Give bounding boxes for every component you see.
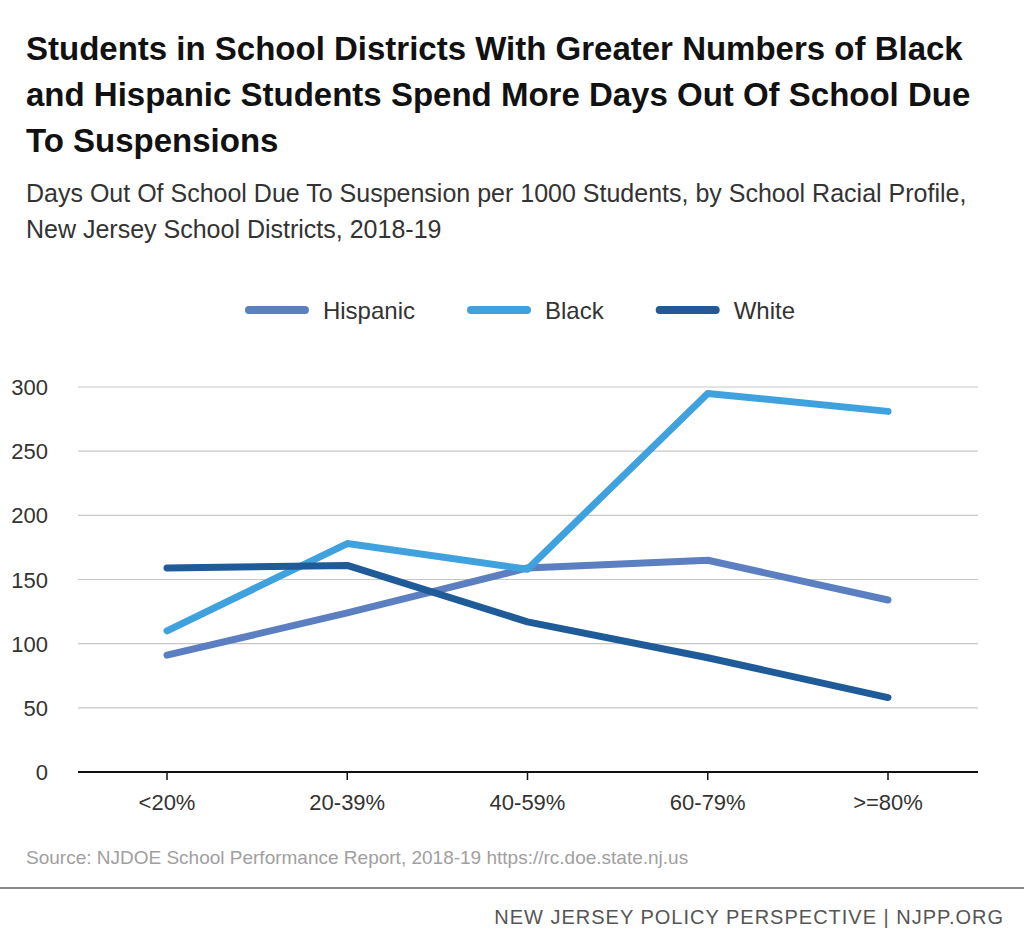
x-tick [707, 772, 709, 780]
legend-label: Hispanic [323, 297, 415, 324]
footer-rule [0, 887, 1024, 889]
subtitle-line: Days Out Of School Due To Suspension per… [26, 179, 966, 207]
legend-swatch [249, 306, 305, 314]
legend-swatch [660, 306, 716, 314]
y-tick-label: 300 [11, 375, 48, 400]
x-tick-label: <20% [139, 790, 196, 815]
x-tick [527, 772, 529, 780]
title-line: Students in School Districts With Greate… [26, 30, 963, 67]
series-line [167, 565, 888, 697]
source: Source: NJDOE School Performance Report,… [26, 847, 688, 868]
subtitle-line: New Jersey School Districts, 2018-19 [26, 215, 441, 243]
background [0, 0, 1024, 938]
footer: NEW JERSEY POLICY PERSPECTIVE | NJPP.ORG [494, 906, 1004, 928]
y-tick-label: 150 [11, 568, 48, 593]
x-tick [347, 772, 349, 780]
chart: Students in School Districts With Greate… [0, 0, 1024, 938]
title-line: To Suspensions [26, 122, 278, 159]
grid-line [78, 515, 978, 516]
series-group [167, 393, 888, 697]
grid-line [78, 707, 978, 708]
y-tick-label: 200 [11, 503, 48, 528]
series-line [167, 393, 888, 630]
x-tick-label: 40-59% [490, 790, 566, 815]
x-tick [166, 772, 168, 780]
y-tick-label: 100 [11, 632, 48, 657]
title: Students in School Districts With Greate… [26, 30, 970, 159]
legend-swatch [471, 306, 527, 314]
x-tick-label: 60-79% [670, 790, 746, 815]
y-tick-label: 0 [36, 760, 48, 785]
grid-line [78, 579, 978, 580]
grid-line [78, 386, 978, 387]
x-tick-label: 20-39% [309, 790, 385, 815]
grid-line [78, 451, 978, 452]
y-tick-label: 250 [11, 439, 48, 464]
legend: Hispanic Black White [249, 297, 795, 324]
legend-label: White [734, 297, 795, 324]
legend-label: Black [545, 297, 605, 324]
subtitle: Days Out Of School Due To Suspension per… [26, 179, 966, 243]
x-tick [887, 772, 889, 780]
series-line [167, 560, 888, 655]
y-tick-label: 50 [24, 696, 48, 721]
title-line: and Hispanic Students Spend More Days Ou… [26, 76, 970, 113]
x-tick-label: >=80% [853, 790, 923, 815]
